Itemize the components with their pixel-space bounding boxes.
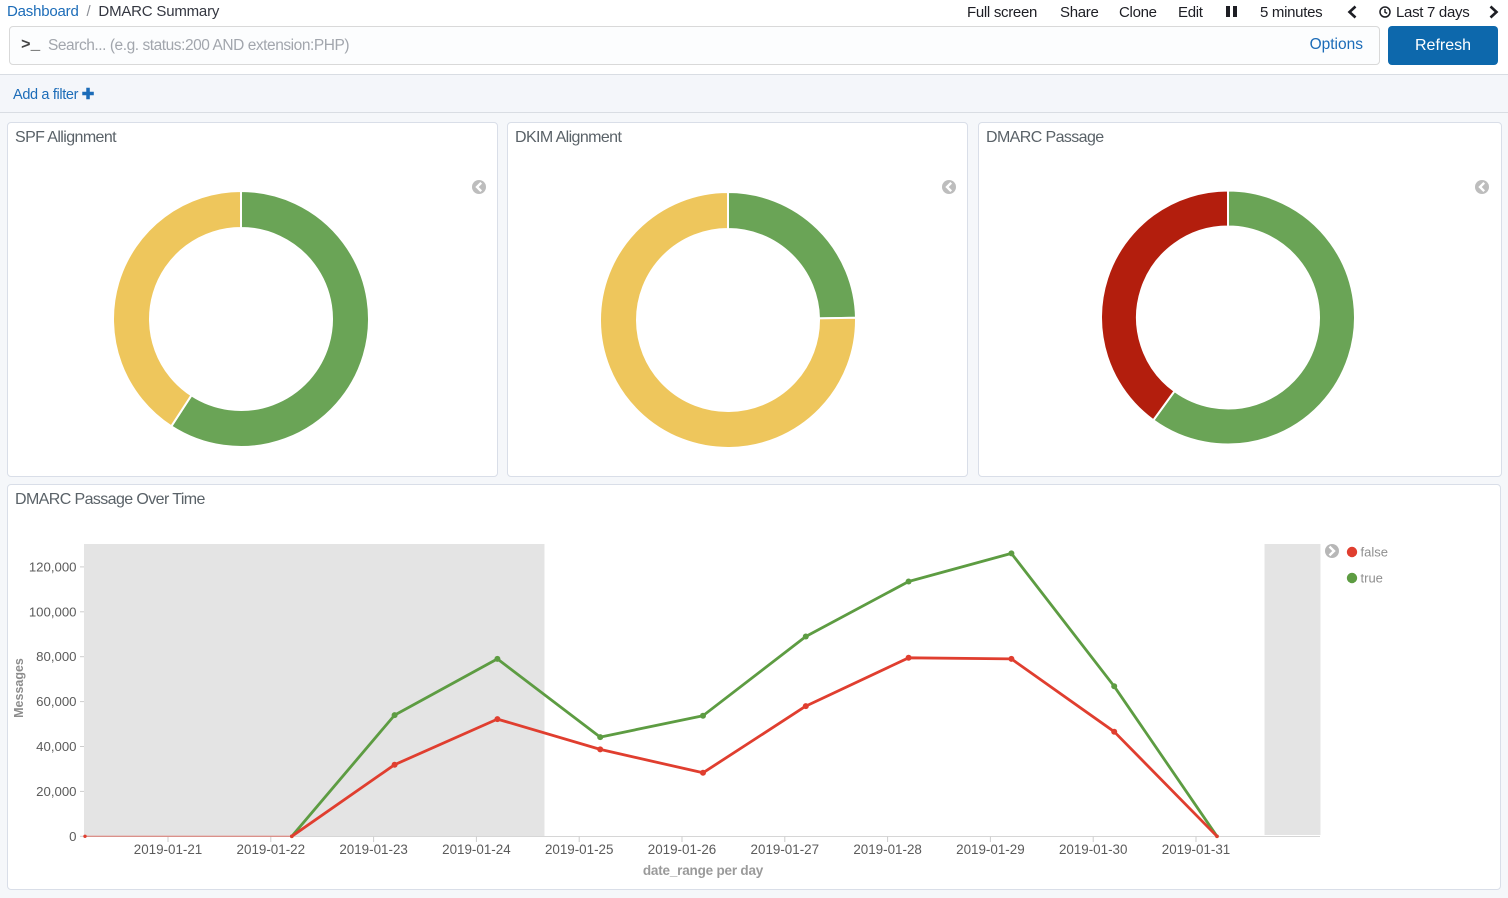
svg-text:0: 0 xyxy=(69,829,76,844)
svg-text:true: true xyxy=(1361,571,1383,586)
svg-text:date_range per day: date_range per day xyxy=(643,863,764,878)
svg-text:2019-01-23: 2019-01-23 xyxy=(339,842,408,857)
svg-text:40,000: 40,000 xyxy=(36,739,76,754)
svg-text:20,000: 20,000 xyxy=(36,784,76,799)
svg-text:2019-01-22: 2019-01-22 xyxy=(237,842,306,857)
svg-text:2019-01-28: 2019-01-28 xyxy=(853,842,922,857)
svg-text:2019-01-31: 2019-01-31 xyxy=(1162,842,1231,857)
svg-text:2019-01-29: 2019-01-29 xyxy=(956,842,1025,857)
svg-text:100,000: 100,000 xyxy=(29,604,77,619)
svg-text:80,000: 80,000 xyxy=(36,649,76,664)
svg-text:2019-01-27: 2019-01-27 xyxy=(751,842,820,857)
svg-text:2019-01-26: 2019-01-26 xyxy=(648,842,717,857)
svg-text:false: false xyxy=(1361,545,1388,560)
svg-text:2019-01-21: 2019-01-21 xyxy=(134,842,203,857)
svg-text:2019-01-30: 2019-01-30 xyxy=(1059,842,1128,857)
svg-text:Messages: Messages xyxy=(12,658,26,718)
svg-text:2019-01-25: 2019-01-25 xyxy=(545,842,614,857)
svg-text:120,000: 120,000 xyxy=(29,559,77,574)
svg-text:60,000: 60,000 xyxy=(36,694,76,709)
svg-text:2019-01-24: 2019-01-24 xyxy=(442,842,511,857)
